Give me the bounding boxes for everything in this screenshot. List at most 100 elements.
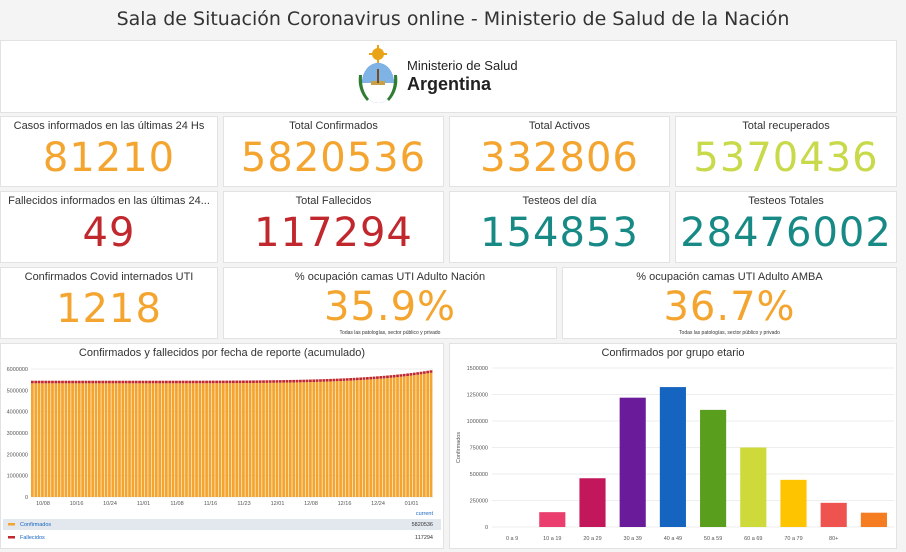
fallecidos-bar — [355, 377, 359, 381]
fallecidos-bar — [114, 380, 118, 384]
confirmados-bar — [47, 383, 51, 497]
kpi-value: 332806 — [480, 135, 639, 181]
fallecidos-bar — [198, 380, 202, 384]
confirmados-bar — [141, 383, 145, 497]
kpi-label: Casos informados en las últimas 24 Hs — [13, 120, 205, 132]
fallecidos-bar — [295, 379, 299, 383]
x-tick-label: 10/24 — [103, 501, 117, 507]
confirmados-bar — [98, 383, 101, 497]
chart-acumulado-card[interactable]: Confirmados y fallecidos por fecha de re… — [0, 343, 444, 549]
kpi-label: Total Confirmados — [289, 120, 378, 132]
fallecidos-bar — [302, 379, 306, 383]
confirmados-bar — [312, 381, 316, 497]
fallecidos-bar — [94, 380, 98, 384]
kpi-testeos-totales[interactable]: Testeos Totales 28476002 — [675, 191, 897, 263]
fallecidos-bar — [51, 380, 54, 384]
fallecidos-bar — [422, 371, 426, 374]
confirmados-bar — [195, 383, 198, 497]
kpi-value: 81210 — [42, 135, 176, 181]
confirmados-bar — [232, 383, 235, 497]
x-tick-label: 70 a 79 — [784, 536, 802, 542]
confirmados-bar — [84, 383, 88, 497]
confirmados-bar — [339, 381, 342, 497]
fallecidos-bar — [409, 373, 413, 376]
fallecidos-bar — [325, 379, 329, 382]
fallecidos-bar — [322, 379, 326, 382]
fallecidos-bar — [148, 380, 151, 384]
kpi-total-recuperados[interactable]: Total recuperados 5370436 — [675, 116, 897, 187]
chart-grupo-etario[interactable]: 0 250000 500000 750000 1000000 1250000 1500000… — [450, 344, 896, 548]
fallecidos-bar — [221, 380, 225, 384]
confirmados-bar — [165, 383, 168, 497]
kpi-internados-uti[interactable]: Confirmados Covid internados UTI 1218 — [0, 267, 218, 339]
x-tick-label: 11/01 — [137, 501, 150, 507]
confirmados-bar — [242, 383, 245, 497]
kpi-total-confirmados[interactable]: Total Confirmados 5820536 — [223, 116, 444, 187]
age-group-bar — [820, 502, 847, 527]
y-tick-label: 1000000 — [7, 474, 28, 480]
kpi-note: Todas las patologías, sector público y p… — [679, 330, 780, 336]
confirmados-bar — [325, 381, 329, 497]
fallecidos-bar — [268, 380, 272, 383]
fallecidos-bar — [242, 380, 245, 384]
chart-acumulado[interactable]: 0 1000000 2000000 3000000 4000000 5000000 6000… — [1, 344, 443, 548]
fallecidos-bar — [309, 379, 312, 383]
fallecidos-bar — [299, 379, 302, 383]
fallecidos-bar — [57, 380, 61, 384]
confirmados-bar — [61, 383, 64, 497]
fallecidos-bar — [61, 380, 64, 384]
fallecidos-bar — [41, 380, 44, 384]
confirmados-bar — [201, 383, 205, 497]
fallecidos-bar — [285, 380, 289, 383]
kpi-total-activos[interactable]: Total Activos 332806 — [449, 116, 670, 187]
confirmados-bar — [181, 383, 185, 497]
confirmados-bar — [272, 382, 275, 497]
fallecidos-bar — [178, 380, 182, 384]
kpi-value: 35.9% — [323, 284, 457, 330]
confirmados-bar — [285, 382, 289, 497]
confirmados-bar — [118, 383, 121, 497]
confirmados-bar — [349, 380, 352, 497]
fallecidos-bar — [366, 377, 369, 380]
confirmados-bar — [108, 383, 111, 497]
confirmados-bar — [278, 382, 282, 497]
kpi-ocupacion-nacion[interactable]: % ocupación camas UTI Adulto Nación 35.9… — [223, 267, 557, 339]
chart-grupo-etario-card[interactable]: Confirmados por grupo etario 0 250000 5000… — [449, 343, 897, 549]
fallecidos-bar — [399, 374, 403, 377]
confirmados-bar — [171, 383, 175, 497]
confirmados-bar — [416, 374, 419, 497]
confirmados-bar — [51, 383, 54, 497]
confirmados-bar — [74, 383, 78, 497]
confirmados-bar — [128, 383, 131, 497]
legend-swatch — [8, 523, 15, 526]
age-group-bar — [700, 409, 727, 527]
confirmados-bar — [322, 381, 326, 497]
fallecidos-bar — [349, 378, 352, 381]
y-tick-label: 250000 — [470, 499, 488, 505]
confirmados-bar — [205, 383, 208, 497]
kpi-total-fallecidos[interactable]: Total Fallecidos 117294 — [223, 191, 444, 263]
fallecidos-bar — [305, 379, 309, 383]
confirmados-bar — [111, 383, 115, 497]
kpi-fallecidos-24hs[interactable]: Fallecidos informados en las últimas 24.… — [0, 191, 218, 263]
confirmados-bar — [215, 383, 218, 497]
kpi-ocupacion-amba[interactable]: % ocupación camas UTI Adulto AMBA 36.7% … — [562, 267, 897, 339]
confirmados-bar — [406, 376, 409, 497]
confirmados-bar — [225, 383, 229, 497]
confirmados-bar — [412, 375, 416, 497]
confirmados-bar — [124, 383, 128, 497]
confirmados-bar — [228, 383, 232, 497]
confirmados-bar — [396, 377, 399, 497]
confirmados-bar — [275, 382, 279, 497]
confirmados-bar — [426, 373, 430, 497]
kpi-label: Total recuperados — [742, 120, 830, 132]
confirmados-bar — [87, 383, 91, 497]
kpi-testeos-dia[interactable]: Testeos del día 154853 — [449, 191, 670, 263]
fallecidos-bar — [208, 380, 212, 384]
confirmados-bar — [101, 383, 105, 497]
kpi-casos-24hs[interactable]: Casos informados en las últimas 24 Hs 81… — [0, 116, 218, 187]
fallecidos-bar — [134, 380, 138, 384]
age-group-bar — [860, 512, 887, 527]
fallecidos-bar — [228, 380, 232, 384]
y-tick-label: 2000000 — [7, 452, 28, 458]
